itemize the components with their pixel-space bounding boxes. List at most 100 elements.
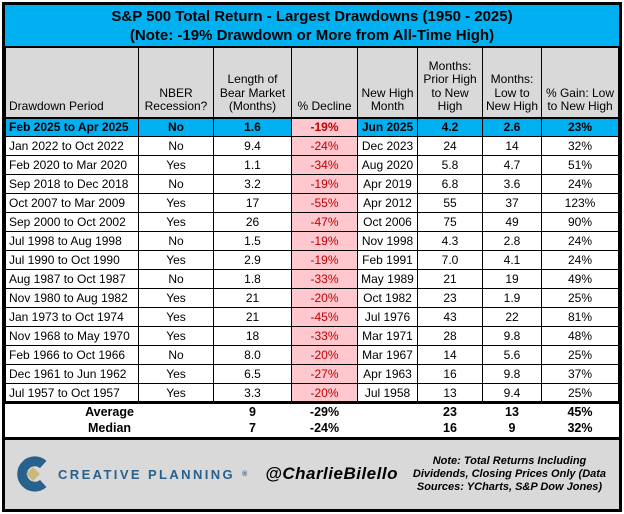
cell-nber-recession: Yes [138,250,214,270]
col-header-nber-recession: NBER Recession? [138,47,214,119]
table-row: Feb 1966 to Oct 1966 No 8.0 -20% Mar 196… [5,345,619,365]
cell-new-high-month: Aug 2020 [357,155,418,175]
cell-bear-length: 8.0 [213,345,292,365]
cell-months-low: 4.7 [482,155,542,175]
cell-percent-decline: -24% [291,136,358,156]
twitter-handle: @CharlieBilello [265,464,398,484]
cell-months-prior-high: 4.2 [417,117,483,137]
cell-months-prior-high: 14 [417,345,483,365]
cell-nber-recession: Yes [138,193,214,213]
cell-percent-gain: 123% [541,193,619,213]
summary-percent-decline: -29% [291,401,358,420]
cell-new-high-month: Jun 2025 [357,117,418,137]
cell-bear-length: 1.6 [213,117,292,137]
cell-nber-recession: Yes [138,212,214,232]
cell-nber-recession: Yes [138,383,214,403]
cell-nber-recession: No [138,174,214,194]
summary-percent-gain: 45% [541,401,619,420]
cell-drawdown-period: Jan 1973 to Oct 1974 [5,307,139,327]
summary-label: Average [5,401,214,420]
cell-months-low: 9.8 [482,364,542,384]
cell-months-prior-high: 16 [417,364,483,384]
cell-months-prior-high: 24 [417,136,483,156]
cell-percent-decline: -19% [291,117,358,137]
table-row: Dec 1961 to Jun 1962 Yes 6.5 -27% Apr 19… [5,364,619,384]
cell-nber-recession: Yes [138,307,214,327]
cell-months-low: 14 [482,136,542,156]
creative-planning-c-icon [17,456,47,492]
summary-months-low: 13 [482,401,542,420]
cell-drawdown-period: Jul 1998 to Aug 1998 [5,231,139,251]
cell-months-low: 19 [482,269,542,289]
cell-months-low: 22 [482,307,542,327]
cell-bear-length: 17 [213,193,292,213]
cell-months-low: 49 [482,212,542,232]
cell-months-low: 9.4 [482,383,542,403]
cell-bear-length: 9.4 [213,136,292,156]
cell-new-high-month: Mar 1967 [357,345,418,365]
cell-percent-decline: -20% [291,383,358,403]
cell-months-prior-high: 7.0 [417,250,483,270]
summary-bear-length: 9 [213,401,292,420]
cell-percent-decline: -34% [291,155,358,175]
cell-months-low: 2.8 [482,231,542,251]
cell-months-low: 1.9 [482,288,542,308]
cell-months-low: 2.6 [482,117,542,137]
table-row: Jan 1973 to Oct 1974 Yes 21 -45% Jul 197… [5,307,619,327]
brand-name: CREATIVE PLANNING [58,466,236,482]
cell-new-high-month: May 1989 [357,269,418,289]
cell-percent-gain: 25% [541,288,619,308]
cell-months-prior-high: 43 [417,307,483,327]
cell-nber-recession: Yes [138,288,214,308]
summary-percent-gain: 32% [541,419,619,437]
cell-percent-decline: -19% [291,174,358,194]
cell-percent-gain: 25% [541,383,619,403]
col-header-drawdown-period: Drawdown Period [5,47,139,119]
cell-drawdown-period: Nov 1980 to Aug 1982 [5,288,139,308]
summary-months-prior-high: 23 [417,401,483,420]
table-row: Oct 2007 to Mar 2009 Yes 17 -55% Apr 201… [5,193,619,213]
table-summary: Average 9 -29% 23 13 45% Median 7 -24% 1… [5,401,619,437]
col-header-new-high-month: New High Month [357,47,418,119]
cell-bear-length: 1.5 [213,231,292,251]
cell-drawdown-period: Sep 2000 to Oct 2002 [5,212,139,232]
cell-percent-decline: -27% [291,364,358,384]
cell-percent-decline: -20% [291,345,358,365]
table-row: Feb 2020 to Mar 2020 Yes 1.1 -34% Aug 20… [5,155,619,175]
cell-percent-gain: 81% [541,307,619,327]
table-row: Nov 1980 to Aug 1982 Yes 21 -20% Oct 198… [5,288,619,308]
cell-percent-decline: -33% [291,326,358,346]
cell-nber-recession: Yes [138,364,214,384]
cell-percent-decline: -45% [291,307,358,327]
summary-label: Median [5,419,214,437]
cell-drawdown-period: Sep 2018 to Dec 2018 [5,174,139,194]
cell-percent-decline: -47% [291,212,358,232]
table-row: Jan 2022 to Oct 2022 No 9.4 -24% Dec 202… [5,136,619,156]
table-row: Aug 1987 to Oct 1987 No 1.8 -33% May 198… [5,269,619,289]
cell-new-high-month: Apr 2019 [357,174,418,194]
table-row: Jul 1990 to Oct 1990 Yes 2.9 -19% Feb 19… [5,250,619,270]
table-header: Drawdown Period NBER Recession? Length o… [5,47,619,119]
summary-bear-length: 7 [213,419,292,437]
summary-months-low: 9 [482,419,542,437]
cell-percent-gain: 23% [541,117,619,137]
table-row: Nov 1968 to May 1970 Yes 18 -33% Mar 197… [5,326,619,346]
cell-percent-gain: 24% [541,231,619,251]
cell-percent-gain: 24% [541,250,619,270]
cell-nber-recession: No [138,117,214,137]
cell-bear-length: 6.5 [213,364,292,384]
cell-drawdown-period: Jul 1957 to Oct 1957 [5,383,139,403]
footer-bar: CREATIVE PLANNING ® @CharlieBilello Note:… [5,436,619,509]
cell-percent-decline: -19% [291,231,358,251]
table-row: Sep 2018 to Dec 2018 No 3.2 -19% Apr 201… [5,174,619,194]
cell-new-high-month: Apr 2012 [357,193,418,213]
cell-months-prior-high: 28 [417,326,483,346]
col-header-percent-gain: % Gain: Low to New High [541,47,619,119]
cell-percent-gain: 49% [541,269,619,289]
cell-months-prior-high: 5.8 [417,155,483,175]
cell-months-prior-high: 13 [417,383,483,403]
table-body: Feb 2025 to Apr 2025 No 1.6 -19% Jun 202… [5,117,619,403]
cell-new-high-month: Dec 2023 [357,136,418,156]
table-row: Feb 2025 to Apr 2025 No 1.6 -19% Jun 202… [5,117,619,137]
